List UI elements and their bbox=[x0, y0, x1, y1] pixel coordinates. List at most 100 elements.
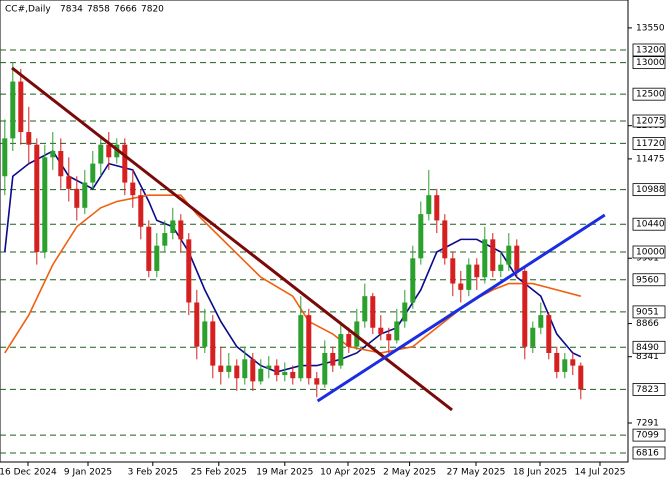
candle-body bbox=[154, 245, 160, 271]
candle-body bbox=[474, 264, 480, 278]
level-label: 8490 bbox=[636, 343, 659, 353]
x-tick-label: 25 Feb 2025 bbox=[191, 468, 247, 478]
candle-body bbox=[290, 371, 296, 379]
candle-body bbox=[338, 334, 344, 366]
candle-body bbox=[226, 365, 232, 372]
candle-body bbox=[122, 144, 128, 183]
candle-body bbox=[322, 352, 328, 385]
candle-body bbox=[98, 144, 104, 164]
candle-body bbox=[354, 321, 360, 347]
candle-body bbox=[546, 315, 552, 353]
candle-body bbox=[10, 81, 16, 139]
level-box bbox=[632, 305, 666, 319]
candle-body bbox=[74, 188, 80, 208]
level-box bbox=[632, 340, 666, 354]
candle-body bbox=[250, 359, 256, 382]
level-label: 7099 bbox=[636, 431, 659, 441]
trendline bbox=[316, 213, 606, 403]
level-label: 9051 bbox=[636, 307, 659, 317]
level-box bbox=[632, 217, 666, 231]
candle-body bbox=[410, 258, 416, 303]
x-tick-label: 3 Feb 2025 bbox=[128, 468, 178, 478]
candle-body bbox=[370, 296, 376, 328]
candle-body bbox=[426, 195, 432, 215]
y-tick-label: 8866 bbox=[636, 319, 659, 329]
ohlc-high: 7858 bbox=[87, 5, 110, 15]
candle-body bbox=[306, 315, 312, 379]
candle-body bbox=[442, 220, 448, 259]
candle-body bbox=[42, 157, 48, 252]
candle-body bbox=[530, 327, 536, 347]
x-tick-label: 2 May 2025 bbox=[383, 468, 436, 478]
candle-body bbox=[498, 264, 504, 271]
level-label: 11720 bbox=[636, 139, 665, 149]
y-tick-label: 11475 bbox=[636, 154, 665, 164]
candle-body bbox=[18, 81, 24, 133]
candle-body bbox=[394, 321, 400, 341]
level-box bbox=[632, 43, 666, 57]
candle-body bbox=[570, 359, 576, 366]
candle-body bbox=[386, 334, 392, 341]
ohlc-open: 7834 bbox=[60, 5, 83, 15]
candle-body bbox=[90, 163, 96, 183]
level-label: 12500 bbox=[636, 90, 665, 100]
candle-body bbox=[82, 182, 88, 208]
candle-body bbox=[194, 302, 200, 347]
candle-body bbox=[466, 264, 472, 290]
level-box bbox=[632, 56, 666, 70]
candle-body bbox=[538, 315, 544, 328]
candle-body bbox=[314, 378, 320, 385]
candle-body bbox=[186, 239, 192, 303]
level-label: 13200 bbox=[636, 45, 665, 55]
level-label: 7823 bbox=[636, 385, 659, 395]
candle-body bbox=[34, 144, 40, 252]
candle-body bbox=[26, 132, 32, 145]
chart-title: CC#,Daily bbox=[5, 5, 51, 15]
level-box bbox=[632, 114, 666, 128]
level-box bbox=[632, 446, 666, 460]
level-label: 10000 bbox=[636, 247, 665, 257]
candle-body bbox=[50, 150, 56, 158]
x-tick-label: 16 Dec 2024 bbox=[0, 468, 57, 478]
x-tick-label: 19 Mar 2025 bbox=[256, 468, 313, 478]
level-label: 9560 bbox=[636, 275, 659, 285]
candle-body bbox=[402, 302, 408, 322]
x-tick-label: 14 Jul 2025 bbox=[575, 468, 626, 478]
candle-body bbox=[274, 365, 280, 376]
candle-body bbox=[434, 195, 440, 221]
candle-body bbox=[458, 283, 464, 290]
level-box bbox=[632, 137, 666, 150]
candle-body bbox=[490, 239, 496, 271]
y-tick-label: 13550 bbox=[636, 23, 665, 33]
candle-body bbox=[2, 138, 8, 177]
candle-body bbox=[282, 371, 288, 376]
candle-body bbox=[298, 315, 304, 379]
candle-body bbox=[266, 365, 272, 369]
candle-body bbox=[162, 233, 168, 246]
candle-body bbox=[514, 245, 520, 271]
candle-body bbox=[106, 144, 112, 158]
candle-body bbox=[218, 365, 224, 372]
candle-body bbox=[522, 270, 528, 347]
level-box bbox=[632, 383, 666, 396]
level-label: 12075 bbox=[636, 117, 665, 127]
x-tick-label: 9 Jan 2025 bbox=[64, 468, 112, 478]
level-box bbox=[632, 273, 666, 287]
level-box bbox=[632, 183, 666, 197]
x-tick-label: 27 May 2025 bbox=[447, 468, 506, 478]
level-box bbox=[632, 87, 666, 101]
candle-body bbox=[210, 321, 216, 366]
level-label: 10988 bbox=[636, 185, 665, 195]
candle-body bbox=[346, 334, 352, 347]
candle-body bbox=[146, 226, 152, 271]
y-tick-label: 8341 bbox=[636, 352, 659, 362]
candle-body bbox=[330, 352, 336, 366]
level-label: 10440 bbox=[636, 220, 665, 230]
candle-body bbox=[562, 359, 568, 372]
plot-frame bbox=[0, 0, 629, 463]
candle-body bbox=[178, 220, 184, 240]
x-tick-label: 18 Jun 2025 bbox=[513, 468, 567, 478]
candle-body bbox=[138, 195, 144, 227]
y-tick-label: 9901 bbox=[636, 254, 659, 264]
